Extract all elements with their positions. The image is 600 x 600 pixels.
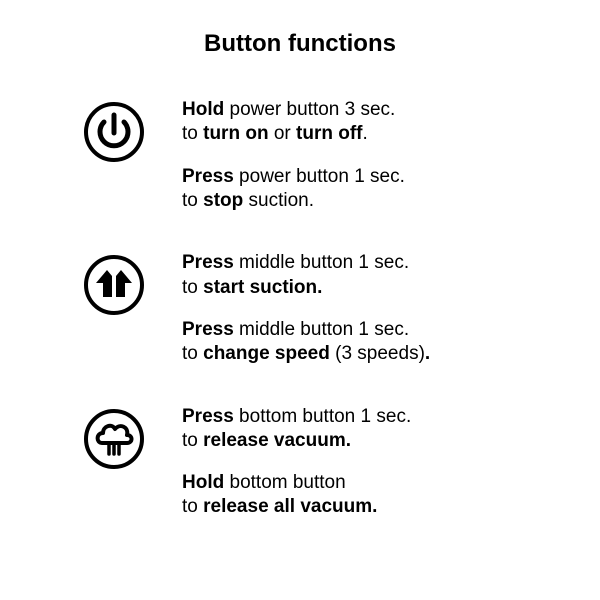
instruction-paragraph: Hold power button 3 sec.to turn on or tu… xyxy=(182,98,560,147)
instruction-paragraph: Press middle button 1 sec.to start sucti… xyxy=(182,251,560,300)
rows-container: Hold power button 3 sec.to turn on or tu… xyxy=(40,98,560,520)
instruction-row: Press middle button 1 sec.to start sucti… xyxy=(40,251,560,366)
instruction-text: Press middle button 1 sec.to start sucti… xyxy=(154,251,560,366)
instruction-row: Press bottom button 1 sec.to release vac… xyxy=(40,405,560,520)
page-title: Button functions xyxy=(40,30,560,58)
instruction-paragraph: Press bottom button 1 sec.to release vac… xyxy=(182,405,560,454)
instruction-row: Hold power button 3 sec.to turn on or tu… xyxy=(40,98,560,213)
instruction-text: Hold power button 3 sec.to turn on or tu… xyxy=(154,98,560,213)
instruction-paragraph: Press middle button 1 sec.to change spee… xyxy=(182,318,560,367)
instruction-paragraph: Press power button 1 sec.to stop suction… xyxy=(182,165,560,214)
instruction-text: Press bottom button 1 sec.to release vac… xyxy=(154,405,560,520)
suction-icon xyxy=(74,251,154,317)
power-icon xyxy=(74,98,154,164)
release-icon xyxy=(74,405,154,471)
instruction-paragraph: Hold bottom buttonto release all vacuum. xyxy=(182,471,560,520)
